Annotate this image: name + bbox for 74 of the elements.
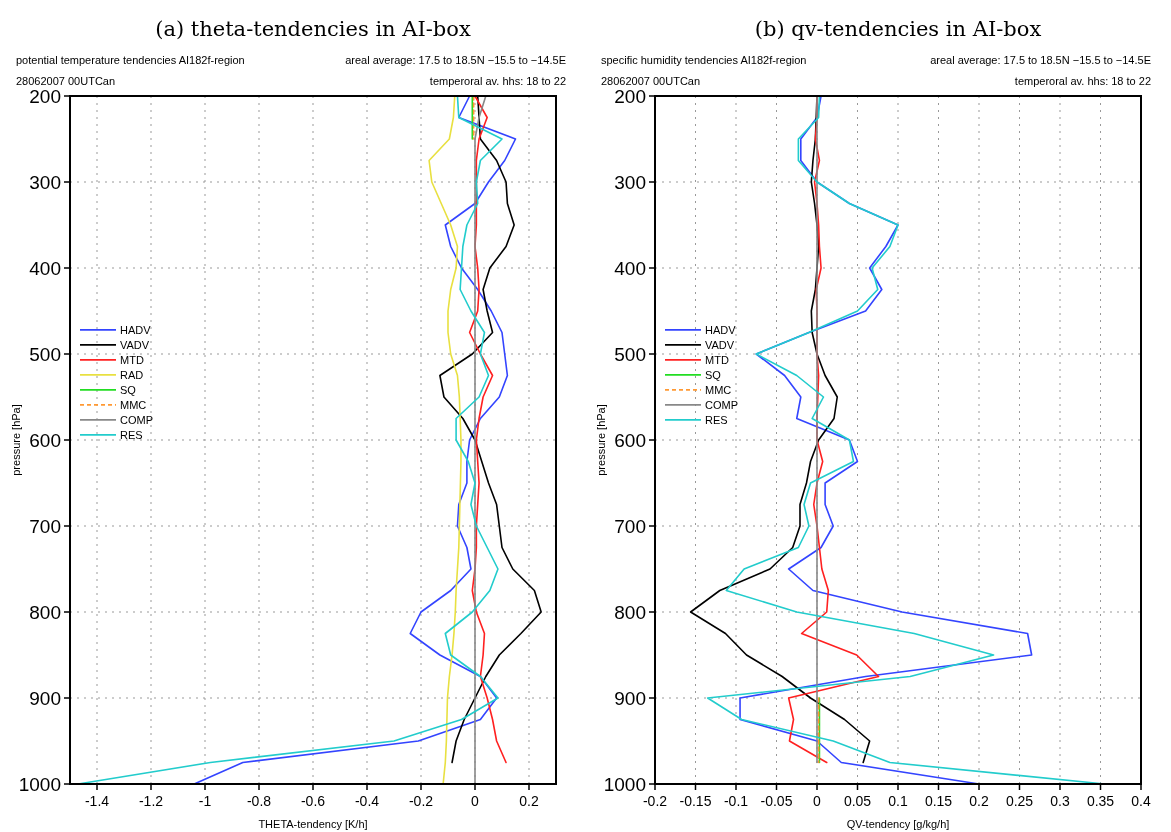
x-tick-label: 0.4 xyxy=(1131,793,1151,809)
y-axis-title: pressure [hPa] xyxy=(10,404,22,476)
legend-label: MTD xyxy=(120,353,144,366)
x-tick-label: 0.2 xyxy=(969,793,989,809)
x-tick-label: 0.25 xyxy=(1005,793,1034,809)
y-tick-label: 300 xyxy=(614,172,646,193)
y-axis-title: pressure [hPa] xyxy=(595,404,607,476)
x-tick-label: -0.4 xyxy=(354,793,380,809)
legend-label: SQ xyxy=(705,368,722,381)
x-tick-label: -0.2 xyxy=(408,793,434,809)
y-tick-label: 200 xyxy=(614,86,646,107)
legend-label: HADV xyxy=(120,323,152,336)
line-series xyxy=(193,95,517,785)
x-tick-label: 0 xyxy=(813,793,822,809)
y-tick-label: 600 xyxy=(614,430,646,451)
legend-label: SQ xyxy=(120,383,137,396)
x-tick-label: -1.4 xyxy=(84,793,110,809)
legend-label: COMP xyxy=(120,413,153,426)
y-tick-label: 800 xyxy=(614,602,646,623)
legend-label: MMC xyxy=(705,383,732,396)
chart-title: (a) theta-tendencies in AI-box xyxy=(155,17,471,41)
text: 28062007 00UTCan xyxy=(16,75,116,87)
x-tick-label: 0.3 xyxy=(1050,793,1070,809)
y-tick-label: 500 xyxy=(614,344,646,365)
line-series xyxy=(428,95,462,785)
x-tick-label: -1 xyxy=(198,793,212,809)
legend-label: RES xyxy=(705,413,728,426)
chart-subtitle: potential temperature tendencies AI182f-region xyxy=(16,54,245,66)
x-tick-label: -0.1 xyxy=(723,793,749,809)
text: areal average: 17.5 to 18.5N −15.5 to −14.5E xyxy=(930,54,1151,66)
y-tick-label: 500 xyxy=(29,344,61,365)
y-tick-label: 200 xyxy=(29,86,61,107)
legend-label: RAD xyxy=(120,368,144,381)
legend-label: MTD xyxy=(705,353,729,366)
x-axis-title: QV-tendency [g/kg/h] xyxy=(846,818,950,830)
x-tick-label: 0.1 xyxy=(888,793,908,809)
y-tick-label: 1000 xyxy=(603,774,646,795)
x-tick-label: 0.2 xyxy=(519,793,539,809)
text: temperoral av. hhs: 18 to 22 xyxy=(1014,75,1151,87)
x-tick-label: 0.35 xyxy=(1086,793,1115,809)
x-tick-label: -0.8 xyxy=(246,793,272,809)
legend-label: HADV xyxy=(705,323,737,336)
legend-label: COMP xyxy=(705,398,738,411)
x-tick-label: -0.15 xyxy=(679,793,712,809)
y-tick-label: 300 xyxy=(29,172,61,193)
x-tick-label: 0.15 xyxy=(924,793,953,809)
x-tick-label: 0 xyxy=(471,793,480,809)
x-tick-label: -0.05 xyxy=(760,793,793,809)
legend-label: VADV xyxy=(120,338,150,351)
x-tick-label: -0.6 xyxy=(300,793,326,809)
line-series xyxy=(474,95,487,785)
y-tick-label: 700 xyxy=(29,516,61,537)
y-tick-label: 800 xyxy=(29,602,61,623)
y-tick-label: 600 xyxy=(29,430,61,451)
legend-label: MMC xyxy=(120,398,147,411)
text: temperoral av. hhs: 18 to 22 xyxy=(429,75,566,87)
x-tick-label: -0.2 xyxy=(642,793,668,809)
y-tick-label: 900 xyxy=(29,688,61,709)
x-tick-label: -1.2 xyxy=(138,793,164,809)
chart-subtitle: specific humidity tendencies AI182f-region xyxy=(601,54,807,66)
y-tick-label: 1000 xyxy=(18,774,61,795)
y-tick-label: 900 xyxy=(614,688,646,709)
legend-label: VADV xyxy=(705,338,735,351)
y-tick-label: 700 xyxy=(614,516,646,537)
text: areal average: 17.5 to 18.5N −15.5 to −14.5E xyxy=(345,54,566,66)
y-tick-label: 400 xyxy=(29,258,61,279)
x-tick-label: 0.05 xyxy=(843,793,872,809)
line-series xyxy=(468,95,507,764)
line-series xyxy=(816,95,818,764)
text: 28062007 00UTCan xyxy=(601,75,701,87)
y-tick-label: 400 xyxy=(614,258,646,279)
legend-label: RES xyxy=(120,428,143,441)
chart-title: (b) qv-tendencies in AI-box xyxy=(754,17,1042,41)
x-axis-title: THETA-tendency [K/h] xyxy=(258,818,368,830)
